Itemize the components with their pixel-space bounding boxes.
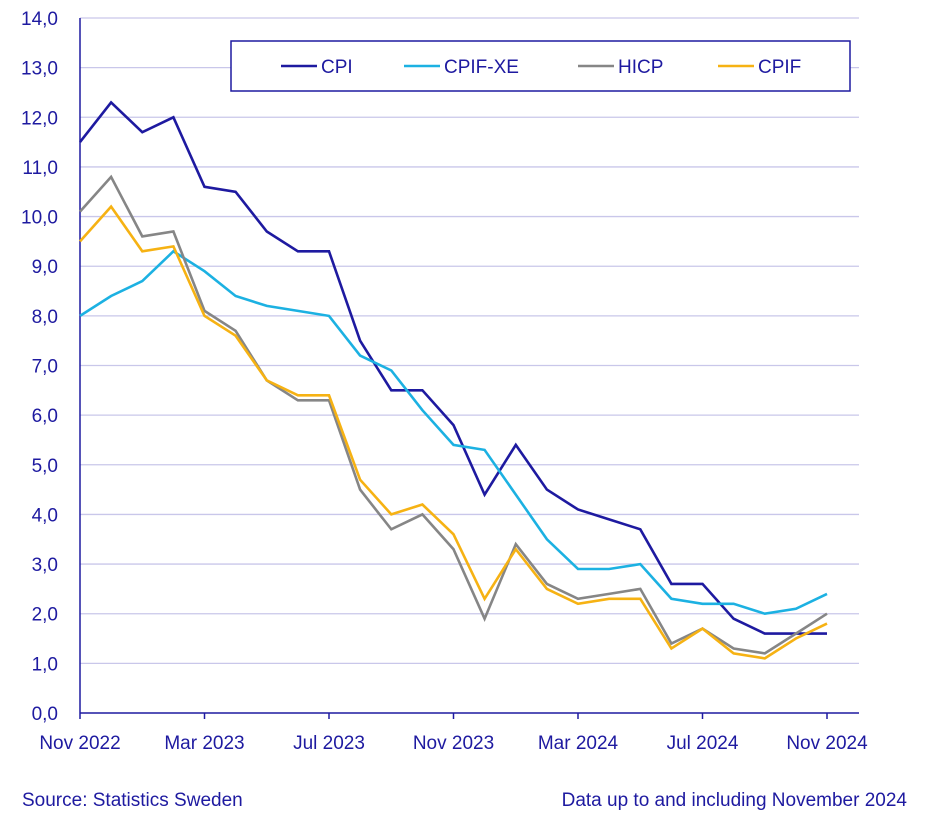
legend-label-hicp: HICP [618,57,663,78]
y-tick-label: 9,0 [32,257,58,278]
y-tick-label: 11,0 [22,158,58,179]
y-tick-label: 8,0 [32,307,58,328]
y-tick-label: 3,0 [32,555,58,576]
data-coverage-note: Data up to and including November 2024 [561,790,907,811]
y-tick-label: 1,0 [32,654,58,675]
y-tick-label: 4,0 [32,505,58,526]
legend-label-cpif-xe: CPIF-XE [444,57,519,78]
x-tick-label: Nov 2023 [413,733,494,754]
y-tick-label: 14,0 [21,9,58,30]
series-lines [78,100,828,660]
x-tick-label: Jul 2024 [667,733,739,754]
legend-label-cpi: CPI [321,57,353,78]
y-tick-label: 7,0 [32,357,58,378]
y-tick-label: 13,0 [21,59,58,80]
y-tick-label: 2,0 [32,605,58,626]
legend-label-cpif: CPIF [758,57,801,78]
x-tick-label: Jul 2023 [293,733,365,754]
series-line-cpif [79,204,828,660]
series-line-cpif-xe [79,249,828,616]
series-line-cpi [78,100,827,635]
legend: CPI CPIF-XE HICP CPIF [230,40,851,92]
x-tick-label: Mar 2023 [164,733,244,754]
x-tick-label: Mar 2024 [538,733,619,754]
x-tick-label: Nov 2024 [786,733,868,754]
y-axis-tick-labels: 0,0 1,0 2,0 3,0 4,0 5,0 6,0 7,0 8,0 9,0 10,0 11,0 12… [21,9,58,725]
y-tick-label: 12,0 [21,108,58,129]
y-tick-label: 5,0 [32,456,58,477]
source-note: Source: Statistics Sweden [22,790,243,811]
line-chart: 0,0 1,0 2,0 3,0 4,0 5,0 6,0 7,0 8,0 9,0 10,0 11,0 12… [21,9,868,754]
x-tick-label: Nov 2022 [39,733,120,754]
x-axis-tick-labels: Nov 2022 Mar 2023 Jul 2023 Nov 2023 Mar 2024… [39,733,868,754]
y-tick-label: 6,0 [32,406,58,427]
y-tick-label: 10,0 [21,208,58,229]
axes [79,18,859,719]
y-tick-label: 0,0 [32,704,58,725]
